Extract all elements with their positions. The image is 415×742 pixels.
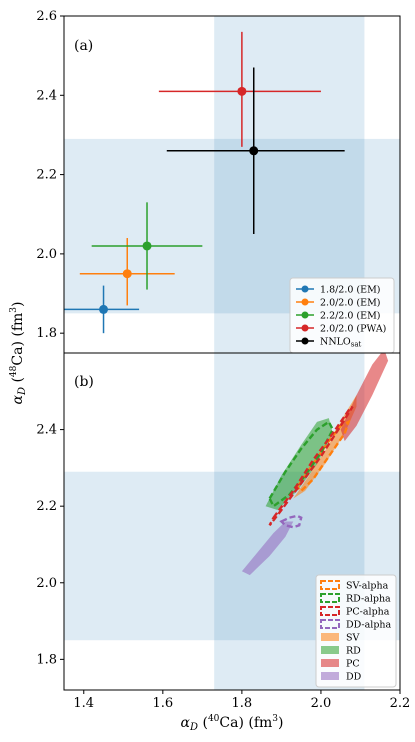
legend-a: 1.8/2.0 (EM) 2.0/2.0 (EM) 2.2/2.0 (EM) 2.0/… <box>289 277 395 354</box>
legend-item-rd: RD <box>321 646 361 657</box>
y-tick-label: 1.8 <box>36 326 57 341</box>
legend-label: RD <box>346 646 361 657</box>
legend-label: RD-alpha <box>346 594 391 605</box>
legend-label: PC <box>346 659 360 670</box>
legend-b: SV-alpha RD-alpha PC-alpha DD-alpha SV RD PC DD <box>315 574 397 688</box>
y-tick-label: 2.2 <box>36 499 57 514</box>
panel-a: 1.8 2.0 2.2 2.4 2.6 (a) 1.8/2.0 (EM) 2.0/2.0 … <box>36 9 401 354</box>
legend-item-3: 2.0/2.0 (PWA) <box>296 324 386 335</box>
legend-label: 1.8/2.0 (EM) <box>320 285 381 296</box>
legend-label: 2.0/2.0 (PWA) <box>320 324 386 335</box>
y-ticks-a: 1.8 2.0 2.2 2.4 2.6 <box>36 9 64 341</box>
y-tick-label: 2.2 <box>36 168 57 183</box>
data-point-3 <box>158 31 321 147</box>
x-axis-title: αD (40Ca) (fm3) <box>181 714 284 733</box>
y-tick-label: 1.8 <box>36 652 57 667</box>
point-marker <box>237 86 247 96</box>
legend-label: DD <box>346 672 362 683</box>
data-point-4 <box>166 67 345 235</box>
x-tick-label: 1.6 <box>152 696 173 711</box>
legend-label: SV <box>346 633 360 644</box>
legend-label: 2.2/2.0 (EM) <box>320 311 381 322</box>
legend-item-sv: SV <box>321 633 360 644</box>
legend-label: DD-alpha <box>346 620 392 631</box>
x-tick-label: 2.2 <box>390 696 411 711</box>
legend-item-2: 2.2/2.0 (EM) <box>296 311 381 322</box>
filled-region-rd <box>265 418 333 510</box>
dashed-region-rd-alpha <box>268 420 335 508</box>
x-tick-label: 1.8 <box>232 696 253 711</box>
legend-item-sv-alpha: SV-alpha <box>320 580 389 592</box>
y-tick-label: 2.0 <box>36 247 57 262</box>
legend-item-pc: PC <box>321 659 360 670</box>
point-marker <box>249 146 259 156</box>
data-points-a <box>64 31 345 334</box>
legend-item-dd: DD <box>321 672 362 683</box>
axes-frame-b <box>63 352 401 691</box>
filled-region-sv <box>293 395 357 499</box>
ticks-b: 1.8 2.0 2.2 2.4 1.4 1.6 1.8 2.0 2.2 <box>36 423 410 711</box>
point-marker <box>99 304 109 314</box>
dashed-region-sv-alpha <box>295 419 351 493</box>
regions-b <box>241 353 389 576</box>
filled-region-pc <box>340 353 389 442</box>
legend-item-pc-alpha: PC-alpha <box>320 606 390 618</box>
legend-label: NNLOsat <box>320 337 362 349</box>
legend-item-1: 2.0/2.0 (EM) <box>296 298 381 309</box>
legend-item-rd-alpha: RD-alpha <box>320 593 391 605</box>
legend-label: PC-alpha <box>346 607 390 618</box>
legend-label: 2.0/2.0 (EM) <box>320 298 381 309</box>
x-tick-label: 2.0 <box>311 696 332 711</box>
legend-item-4: NNLOsat <box>296 337 362 349</box>
data-point-0 <box>64 285 140 334</box>
legend-item-dd-alpha: DD-alpha <box>320 619 392 631</box>
legend-item-0: 1.8/2.0 (EM) <box>296 285 381 296</box>
filled-region-dd <box>241 521 294 576</box>
dashed-region-dd-alpha <box>279 514 303 529</box>
x-tick-label: 1.4 <box>73 696 94 711</box>
legend-label: SV-alpha <box>346 581 389 592</box>
y-tick-label: 2.0 <box>36 576 57 591</box>
data-point-1 <box>79 238 175 306</box>
y-tick-label: 2.6 <box>36 9 57 24</box>
y-tick-label: 2.4 <box>36 423 57 438</box>
point-marker <box>142 241 152 251</box>
experimental-bands-a <box>64 16 400 353</box>
y-axis-title: αD (48Ca) (fm3) <box>9 302 28 405</box>
point-marker <box>122 269 132 279</box>
panel-b: 1.8 2.0 2.2 2.4 1.4 1.6 1.8 2.0 2.2 (b) SV-alpha… <box>36 352 410 711</box>
dashed-region-pc-alpha <box>268 405 354 527</box>
y-tick-label: 2.4 <box>36 88 57 103</box>
panel-label-a: (a) <box>74 38 93 54</box>
legend-box <box>315 574 397 688</box>
data-point-2 <box>91 202 203 290</box>
panel-label-b: (b) <box>74 374 94 390</box>
